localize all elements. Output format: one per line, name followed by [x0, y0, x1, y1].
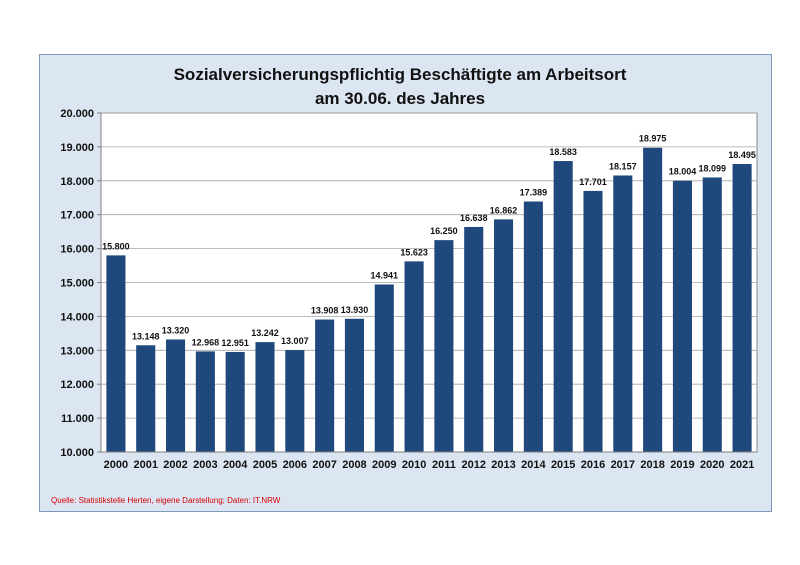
x-tick-label: 2000 [104, 459, 128, 471]
x-tick-label: 2021 [730, 459, 754, 471]
bar [732, 164, 752, 452]
data-label: 13.007 [281, 336, 309, 346]
x-tick-label: 2002 [163, 459, 187, 471]
data-label: 15.800 [102, 241, 130, 251]
data-label: 12.968 [192, 337, 220, 347]
bar [315, 319, 335, 452]
x-tick-label: 2012 [461, 459, 485, 471]
chart-subtitle: am 30.06. des Jahres [314, 89, 486, 108]
bar [285, 350, 305, 452]
x-tick-label: 2017 [611, 459, 635, 471]
data-label: 18.495 [728, 150, 756, 160]
chart-title: Sozialversicherungspflichtig Beschäftigt… [173, 65, 627, 84]
data-label: 18.583 [549, 147, 577, 157]
data-label: 13.148 [132, 331, 160, 341]
y-tick-label: 20.000 [60, 108, 94, 120]
bar [255, 342, 275, 452]
bar [434, 240, 454, 452]
data-label: 16.862 [490, 205, 518, 215]
bar [166, 339, 186, 452]
x-tick-label: 2015 [551, 459, 575, 471]
data-label: 18.157 [609, 161, 637, 171]
y-tick-label: 19.000 [60, 142, 94, 154]
bar [583, 190, 603, 452]
bar [106, 255, 126, 452]
x-tick-label: 2001 [133, 459, 157, 471]
y-tick-label: 18.000 [60, 176, 94, 188]
bar [523, 201, 543, 452]
bar [195, 351, 215, 452]
x-tick-label: 2019 [670, 459, 694, 471]
x-tick-label: 2009 [372, 459, 396, 471]
data-label: 18.099 [699, 163, 727, 173]
y-tick-label: 14.000 [60, 311, 94, 323]
x-tick-label: 2006 [283, 459, 307, 471]
data-label: 17.701 [579, 177, 607, 187]
data-label: 18.004 [669, 167, 697, 177]
data-label: 12.951 [221, 338, 249, 348]
y-tick-label: 10.000 [60, 447, 94, 459]
x-tick-label: 2013 [491, 459, 515, 471]
data-label: 13.242 [251, 328, 279, 338]
bar [613, 175, 633, 452]
bar [225, 351, 245, 452]
y-tick-label: 17.000 [60, 210, 94, 222]
bar [136, 345, 156, 452]
data-label: 18.975 [639, 134, 667, 144]
x-tick-label: 2018 [640, 459, 664, 471]
bar [344, 318, 364, 452]
y-tick-label: 16.000 [60, 244, 94, 256]
y-tick-label: 15.000 [60, 278, 94, 290]
bar [702, 177, 722, 452]
x-tick-label: 2003 [193, 459, 217, 471]
data-label: 13.908 [311, 306, 339, 316]
bar [374, 284, 394, 452]
y-tick-label: 12.000 [60, 379, 94, 391]
x-tick-label: 2020 [700, 459, 724, 471]
bar [404, 261, 424, 452]
bar [494, 219, 514, 452]
y-tick-label: 11.000 [61, 413, 94, 425]
x-tick-label: 2010 [402, 459, 426, 471]
x-tick-label: 2007 [312, 459, 336, 471]
x-tick-label: 2008 [342, 459, 366, 471]
data-label: 13.320 [162, 325, 190, 335]
x-tick-label: 2004 [223, 459, 248, 471]
data-label: 16.250 [430, 226, 458, 236]
bar [643, 147, 663, 452]
x-tick-label: 2014 [521, 459, 546, 471]
bar [553, 161, 573, 452]
source-note: Quelle: Statistikstelle Herten, eigene D… [51, 496, 281, 505]
y-tick-label: 13.000 [60, 345, 94, 357]
x-tick-label: 2005 [253, 459, 277, 471]
data-label: 15.623 [400, 247, 428, 257]
data-label: 17.389 [520, 188, 548, 198]
data-label: 16.638 [460, 213, 488, 223]
x-tick-label: 2016 [581, 459, 605, 471]
data-label: 14.941 [371, 271, 399, 281]
bar [672, 180, 692, 452]
bar [464, 226, 484, 452]
data-label: 13.930 [341, 305, 369, 315]
x-tick-label: 2011 [432, 459, 456, 471]
